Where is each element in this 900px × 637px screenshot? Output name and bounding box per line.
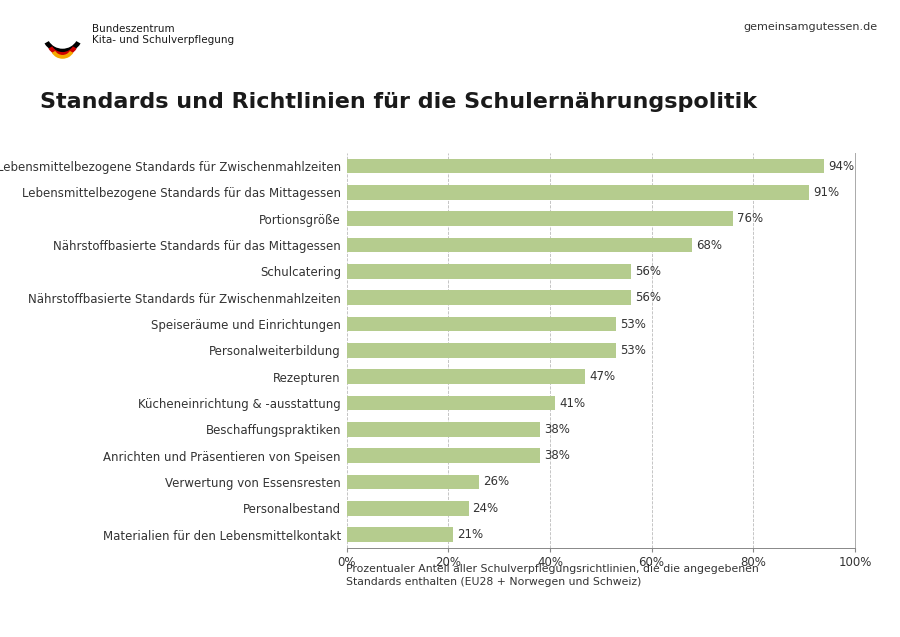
Text: Kita- und Schulverpflegung: Kita- und Schulverpflegung — [92, 35, 234, 45]
Bar — [346, 369, 586, 384]
Text: 41%: 41% — [559, 396, 585, 410]
Bar — [346, 317, 616, 331]
Text: 47%: 47% — [590, 370, 616, 383]
Bar — [346, 238, 692, 252]
Wedge shape — [49, 47, 76, 56]
Bar — [346, 185, 809, 199]
Bar — [346, 396, 555, 410]
Text: 21%: 21% — [457, 528, 483, 541]
Text: Prozentualer Anteil aller Schulverpflegungsrichtlinien, die die angegebenen
Stan: Prozentualer Anteil aller Schulverpflegu… — [346, 564, 760, 587]
Text: 56%: 56% — [635, 291, 662, 304]
Text: Standards und Richtlinien für die Schulernährungspolitik: Standards und Richtlinien für die Schule… — [40, 92, 758, 112]
Wedge shape — [52, 51, 73, 59]
Text: 76%: 76% — [737, 212, 763, 225]
Bar — [346, 475, 479, 489]
Text: 53%: 53% — [620, 344, 646, 357]
Text: 53%: 53% — [620, 317, 646, 331]
Bar — [346, 343, 616, 357]
Text: 91%: 91% — [814, 186, 840, 199]
Text: 68%: 68% — [697, 238, 723, 252]
Wedge shape — [44, 41, 81, 54]
Text: gemeinsamgutessen.de: gemeinsamgutessen.de — [743, 22, 878, 32]
Bar — [346, 422, 540, 436]
Bar — [346, 448, 540, 463]
Text: 38%: 38% — [544, 423, 570, 436]
Text: 56%: 56% — [635, 265, 662, 278]
Bar — [346, 501, 469, 515]
Bar — [346, 290, 631, 305]
Text: 38%: 38% — [544, 449, 570, 462]
Text: Bundeszentrum: Bundeszentrum — [92, 24, 175, 34]
Text: 94%: 94% — [829, 159, 855, 173]
Bar — [346, 264, 631, 278]
Bar — [346, 211, 733, 226]
Bar — [346, 159, 824, 173]
Bar — [346, 527, 454, 542]
Text: 24%: 24% — [472, 502, 499, 515]
Text: 26%: 26% — [482, 475, 508, 489]
